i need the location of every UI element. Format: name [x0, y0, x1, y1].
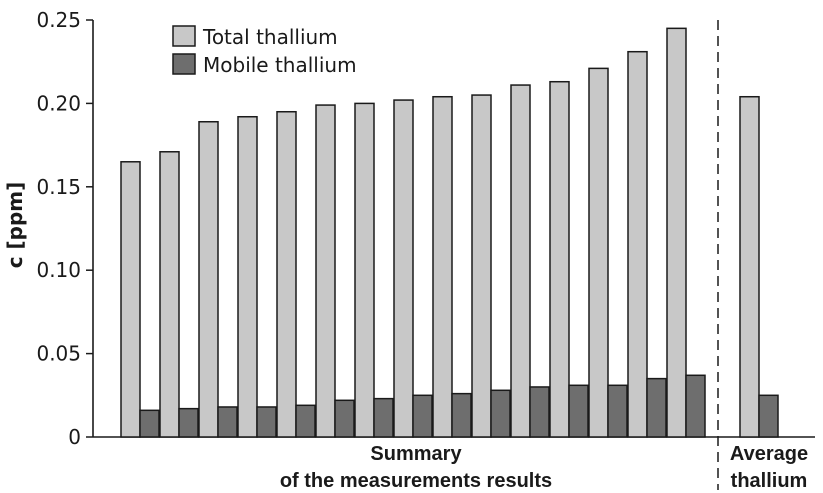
bar-total-thallium: [627, 50, 648, 438]
bar-total-thallium: [588, 67, 609, 438]
bar-total-thallium: [666, 27, 687, 438]
bar-total-thallium: [549, 80, 570, 438]
bar-mobile-thallium: [646, 377, 667, 438]
bar-mobile-thallium: [139, 409, 160, 438]
bar-mobile-thallium: [178, 407, 199, 438]
legend-swatch: [172, 25, 196, 47]
group-label: Summary: [370, 443, 462, 465]
legend: Total thallium Mobile thallium: [172, 25, 357, 77]
y-tick-label: 0.05: [36, 342, 81, 366]
bar-mobile-thallium: [607, 384, 628, 438]
bar-mobile-thallium: [490, 389, 511, 438]
y-tick-label: 0.20: [36, 91, 81, 115]
group-label: of the measurements results: [280, 470, 552, 492]
group-label: thallium: [731, 470, 808, 492]
y-ticks: 0 0.05 0.10 0.15 0.20 0.25: [36, 8, 93, 449]
bar-total-thallium: [120, 161, 141, 438]
bar-total-thallium: [237, 115, 258, 438]
bar-mobile-thallium: [412, 394, 433, 438]
bar-total-thallium: [354, 102, 375, 438]
y-tick-label: 0.25: [36, 8, 81, 32]
bar-mobile-thallium: [334, 399, 355, 438]
y-axis-title: c [ppm]: [3, 182, 27, 269]
bar-total-thallium: [315, 104, 336, 438]
bar-total-thallium: [276, 110, 297, 438]
bars: [120, 27, 779, 438]
legend-swatch: [172, 53, 196, 75]
y-tick-label: 0.10: [36, 258, 81, 282]
bar-total-thallium: [739, 95, 760, 438]
bar-mobile-thallium: [217, 406, 238, 438]
bar-mobile-thallium: [529, 386, 550, 438]
bar-mobile-thallium: [568, 384, 589, 438]
bar-mobile-thallium: [758, 394, 779, 438]
y-tick-label: 0: [68, 425, 81, 449]
legend-label: Mobile thallium: [203, 53, 357, 77]
y-tick-label: 0.15: [36, 175, 81, 199]
bar-mobile-thallium: [256, 406, 277, 438]
bar-total-thallium: [432, 95, 453, 438]
bar-total-thallium: [198, 120, 219, 438]
legend-label: Total thallium: [202, 25, 338, 49]
bar-mobile-thallium: [685, 374, 706, 438]
group-labels: Summary of the measurements results Averag…: [280, 443, 808, 492]
bar-total-thallium: [393, 99, 414, 438]
bar-total-thallium: [510, 84, 531, 438]
bar-total-thallium: [159, 151, 180, 438]
bar-mobile-thallium: [295, 404, 316, 438]
bar-mobile-thallium: [373, 397, 394, 438]
bar-total-thallium: [471, 94, 492, 438]
bar-mobile-thallium: [451, 392, 472, 438]
group-label: Average: [730, 443, 808, 465]
